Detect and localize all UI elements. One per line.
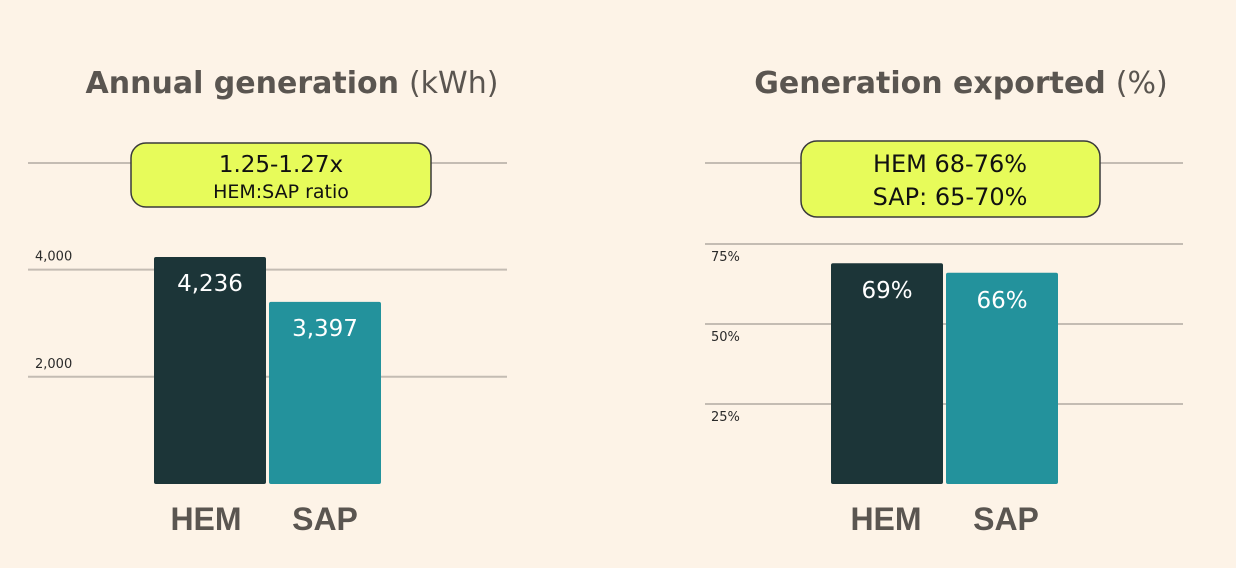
gridlines	[705, 243, 1183, 405]
chart-title: Annual generation (kWh)	[86, 66, 499, 101]
callout-box	[130, 142, 432, 208]
y-tick-label: 2,000	[35, 357, 72, 372]
bar-hem	[154, 256, 266, 484]
chart-annual-generation: Annual generation (kWh) 2,000 4,000 4,236 3…	[28, 66, 507, 537]
gridlines	[28, 268, 507, 378]
callout-line-1: HEM 68-76%	[873, 150, 1027, 178]
title-unit: (%)	[1116, 66, 1168, 101]
callout-line-2: SAP: 65-70%	[873, 183, 1028, 211]
y-tick-label: 50%	[711, 330, 740, 345]
bars: 69% 66%	[831, 263, 1058, 484]
y-tick-label: 4,000	[35, 250, 72, 265]
y-tick-labels: 2,000 4,000	[35, 250, 72, 372]
chart-title: Generation exported (%)	[754, 66, 1167, 101]
title-text: Generation exported	[754, 66, 1106, 101]
callout-box	[800, 140, 1101, 218]
chart-generation-exported: Generation exported (%) 25%50%75% 69% 66% …	[705, 66, 1183, 537]
y-tick-label: 25%	[711, 410, 740, 425]
category-label-sap: SAP	[292, 501, 358, 537]
title-text: Annual generation	[86, 66, 399, 101]
data-label: 66%	[976, 288, 1027, 314]
bars: 4,236 3,397	[154, 256, 381, 484]
bar-sap	[946, 272, 1058, 484]
category-label-sap: SAP	[973, 501, 1039, 537]
callout-line-1: 1.25-1.27x	[219, 152, 343, 178]
bar-sap	[269, 301, 381, 484]
bar-hem	[831, 263, 943, 484]
category-label-hem: HEM	[170, 501, 241, 537]
data-label: 69%	[861, 278, 912, 304]
y-tick-labels: 25% 50% 75%	[711, 250, 740, 425]
title-unit: (kWh)	[409, 66, 498, 101]
data-label: 4,236	[177, 271, 243, 297]
data-label: 3,397	[292, 316, 358, 342]
callout: 1.25-1.27x HEM:SAP ratio	[130, 142, 432, 208]
y-tick-label: 75%	[711, 250, 740, 265]
callout: HEM 68-76% SAP: 65-70%	[800, 140, 1101, 218]
category-label-hem: HEM	[850, 501, 921, 537]
callout-line-2: HEM:SAP ratio	[213, 181, 349, 203]
